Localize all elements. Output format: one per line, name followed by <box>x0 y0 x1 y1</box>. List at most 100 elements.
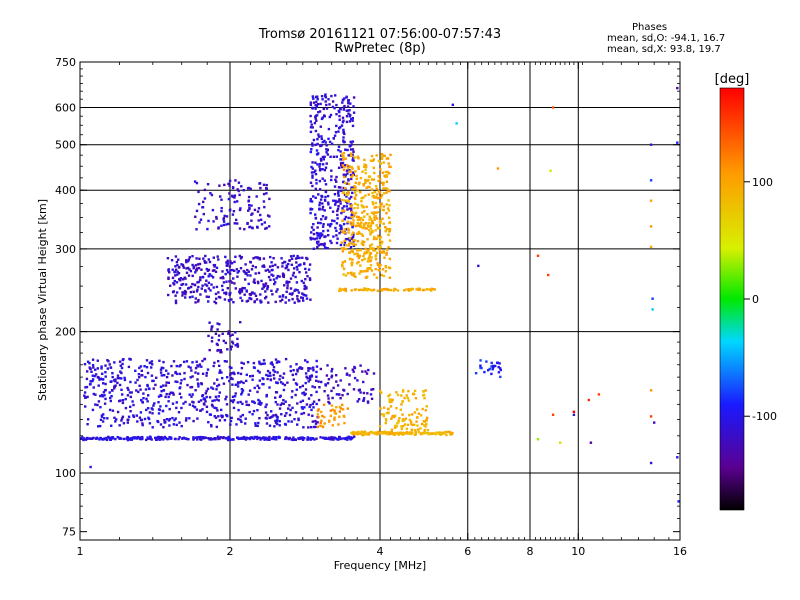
data-point <box>91 364 95 367</box>
data-point <box>118 436 121 440</box>
data-point <box>134 369 137 372</box>
data-point <box>380 181 384 185</box>
data-point <box>421 432 425 435</box>
data-point <box>89 465 92 469</box>
data-point <box>403 289 406 292</box>
data-point <box>352 234 355 237</box>
data-point <box>136 420 139 423</box>
data-point <box>239 418 242 422</box>
data-point <box>388 239 392 242</box>
data-point <box>142 392 145 395</box>
data-point <box>190 385 194 389</box>
data-point <box>339 161 343 165</box>
data-point <box>334 131 338 134</box>
data-point <box>403 419 406 422</box>
data-point <box>345 195 348 198</box>
data-point <box>230 366 233 370</box>
data-point <box>424 425 427 428</box>
data-point <box>201 276 205 279</box>
data-point <box>379 263 382 267</box>
data-point <box>359 224 362 227</box>
data-point <box>311 144 314 147</box>
data-point <box>262 359 266 362</box>
data-point <box>231 395 235 398</box>
data-point <box>374 267 377 271</box>
data-point <box>498 362 501 365</box>
data-point <box>306 377 309 380</box>
data-point <box>115 418 118 421</box>
data-point <box>353 252 356 256</box>
data-point <box>425 405 428 408</box>
data-point <box>104 382 107 386</box>
data-point <box>447 430 451 434</box>
data-point <box>345 95 348 98</box>
data-point <box>490 365 493 368</box>
data-point <box>319 367 322 371</box>
data-point <box>423 397 426 400</box>
data-point <box>345 205 348 208</box>
data-point <box>309 438 313 441</box>
data-point <box>335 175 338 179</box>
data-point <box>292 436 295 439</box>
data-point <box>230 416 233 420</box>
data-point <box>323 139 326 143</box>
data-point <box>189 290 193 294</box>
data-point <box>234 179 237 182</box>
data-point <box>385 419 388 422</box>
data-point <box>245 436 249 439</box>
data-point <box>337 109 340 113</box>
data-point <box>320 218 323 221</box>
data-point <box>119 370 122 373</box>
data-point <box>337 438 340 441</box>
data-point <box>347 216 350 220</box>
data-point <box>97 384 100 387</box>
data-point <box>210 328 213 331</box>
data-point <box>137 373 141 376</box>
data-point <box>324 166 328 169</box>
data-point <box>311 237 314 240</box>
data-point <box>300 437 304 440</box>
data-point <box>205 389 208 393</box>
data-point <box>282 274 286 277</box>
data-point <box>168 424 171 427</box>
data-point <box>324 217 327 220</box>
data-point <box>379 219 382 223</box>
data-point <box>269 255 272 259</box>
data-point <box>314 216 317 220</box>
data-point <box>212 256 215 259</box>
data-point <box>368 267 371 270</box>
data-point <box>240 255 243 259</box>
data-point <box>236 222 239 225</box>
data-point <box>350 289 353 292</box>
data-point <box>217 399 220 402</box>
data-point <box>357 260 360 264</box>
data-point <box>196 382 200 385</box>
data-point <box>368 215 371 218</box>
data-point <box>219 195 222 198</box>
data-point <box>227 330 230 333</box>
y-axis-label: Stationary phase Virtual Height [km] <box>36 199 49 401</box>
data-point <box>201 206 204 209</box>
data-point <box>203 259 206 263</box>
data-point <box>374 255 377 258</box>
data-point <box>369 393 373 396</box>
data-point <box>370 211 374 214</box>
data-point <box>343 186 347 190</box>
data-point <box>375 217 379 220</box>
data-point <box>223 214 226 218</box>
data-point <box>379 202 382 206</box>
data-point <box>341 153 344 156</box>
data-point <box>368 182 372 185</box>
data-point <box>297 417 300 420</box>
data-point <box>150 438 153 441</box>
data-point <box>312 425 316 429</box>
data-point <box>303 262 306 265</box>
data-point <box>339 437 342 441</box>
data-point <box>287 437 291 441</box>
data-point <box>185 260 188 264</box>
data-point <box>360 221 363 224</box>
data-point <box>102 378 105 381</box>
data-point <box>228 179 232 183</box>
data-point <box>163 374 166 377</box>
